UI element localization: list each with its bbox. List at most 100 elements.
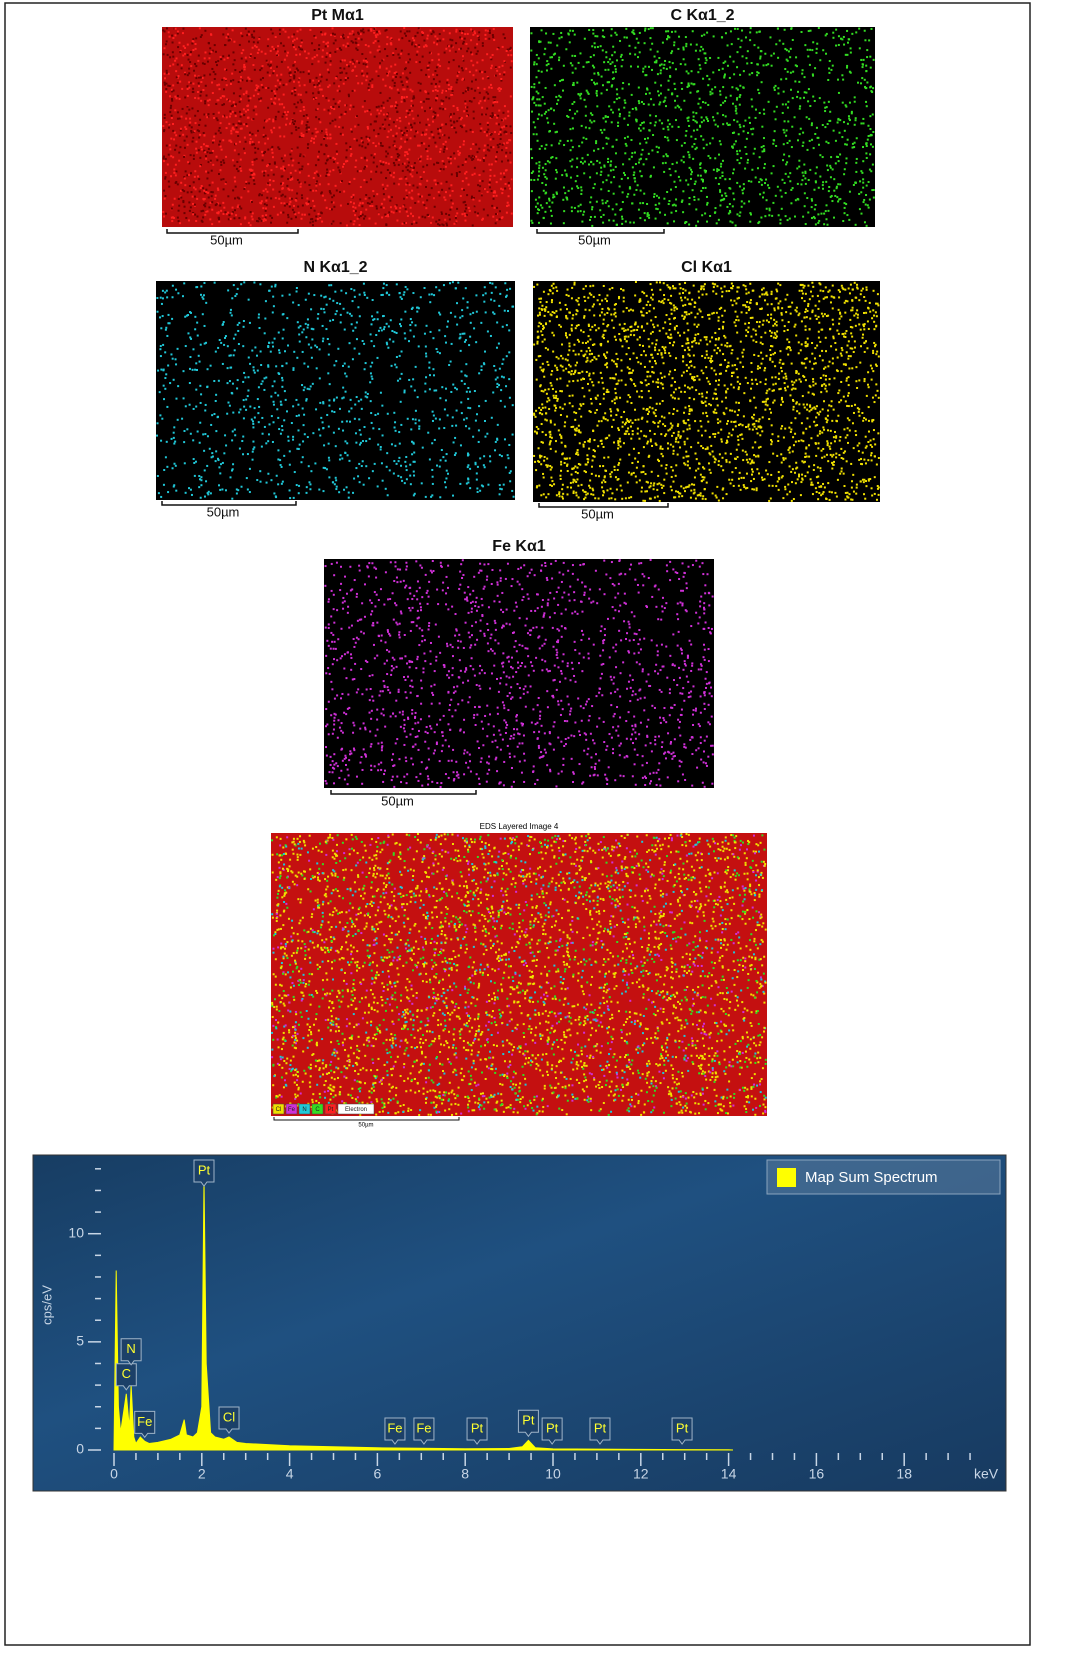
- map-dot: [772, 142, 775, 145]
- map-dot: [238, 120, 241, 123]
- map-dot: [739, 84, 742, 87]
- map-dot: [470, 39, 473, 42]
- map-dot: [576, 81, 579, 84]
- map-dot: [353, 347, 356, 350]
- map-dot: [455, 388, 458, 391]
- map-dot: [306, 197, 309, 200]
- map-dot: [288, 80, 291, 83]
- map-dot: [368, 197, 371, 200]
- map-dot: [347, 491, 350, 494]
- map-dot: [704, 61, 707, 64]
- map-dot: [301, 204, 304, 207]
- map-dot: [431, 59, 434, 62]
- map-dot: [254, 151, 257, 154]
- map-dot: [431, 482, 434, 485]
- map-dot: [367, 143, 370, 146]
- map-dot: [408, 340, 411, 343]
- map-dot: [278, 126, 281, 129]
- map-dot: [210, 33, 213, 36]
- map-dot: [320, 307, 323, 310]
- map-dot: [214, 400, 217, 403]
- map-dot: [489, 116, 492, 119]
- map-dot: [317, 91, 320, 94]
- map-dot: [372, 161, 375, 164]
- map-dot: [262, 189, 265, 192]
- map-dot: [168, 144, 171, 147]
- map-dot: [627, 83, 630, 86]
- map-dot: [194, 62, 197, 65]
- map-dot: [787, 50, 790, 53]
- map-dot: [302, 328, 305, 331]
- map-dot: [222, 178, 225, 181]
- map-dot: [434, 89, 437, 92]
- map-dot: [544, 176, 547, 179]
- map-dot: [430, 107, 433, 110]
- map-dot: [483, 300, 486, 303]
- map-dot: [332, 105, 335, 108]
- map-dot: [448, 214, 451, 217]
- map-dot: [604, 68, 607, 71]
- map-dot: [498, 453, 501, 456]
- map-dot: [837, 183, 840, 186]
- map-dot: [863, 221, 866, 224]
- map-dot: [764, 52, 767, 55]
- map-dot: [183, 462, 186, 465]
- map-dot: [451, 189, 454, 192]
- map-dot: [851, 142, 854, 145]
- map-dot: [161, 297, 164, 300]
- map-dot: [342, 33, 345, 36]
- map-dot: [860, 82, 863, 85]
- map-dot: [290, 197, 293, 200]
- map-dot: [409, 483, 412, 486]
- map-dot: [361, 460, 364, 463]
- map-dot: [255, 354, 258, 357]
- map-dot: [385, 67, 388, 70]
- map-dot: [406, 30, 409, 33]
- map-dot: [504, 130, 507, 133]
- map-dot: [320, 294, 323, 297]
- map-dot: [357, 37, 360, 40]
- map-dot: [705, 143, 708, 146]
- map-dot: [388, 146, 391, 149]
- map-dot: [866, 204, 869, 207]
- map-dot: [552, 196, 555, 199]
- map-dot: [302, 135, 305, 138]
- map-dot: [242, 453, 245, 456]
- map-dot: [755, 31, 758, 34]
- map-dot: [373, 195, 376, 198]
- map-dot: [444, 459, 447, 462]
- map-dot: [825, 140, 828, 143]
- map-dot: [248, 77, 251, 80]
- map-dot: [250, 171, 253, 174]
- map-dot: [361, 105, 364, 108]
- map-dot: [198, 136, 201, 139]
- map-dot: [835, 155, 838, 158]
- map-dot: [404, 176, 407, 179]
- map-dot: [423, 204, 426, 207]
- map-dot: [187, 58, 190, 61]
- map-dot: [326, 171, 329, 174]
- map-dot: [238, 197, 241, 200]
- map-dot: [167, 313, 170, 316]
- map-dot: [505, 385, 508, 388]
- map-dot: [294, 48, 297, 51]
- map-dot: [325, 303, 328, 306]
- map-dot: [717, 218, 720, 221]
- map-dot: [680, 108, 683, 111]
- map-dot: [323, 136, 326, 139]
- map-dot: [380, 206, 383, 209]
- map-dot: [736, 213, 739, 216]
- map-dot: [308, 79, 311, 82]
- map-dot: [576, 157, 579, 160]
- map-dot: [434, 82, 437, 85]
- map-dot: [313, 141, 316, 144]
- map-dot: [714, 177, 717, 180]
- map-dot: [646, 137, 649, 140]
- map-dot: [367, 83, 370, 86]
- map-dot: [227, 195, 230, 198]
- map-dot: [719, 199, 722, 202]
- map-dot: [281, 337, 284, 340]
- map-dot: [361, 82, 364, 85]
- map-dot: [637, 161, 640, 164]
- map-dot: [437, 223, 440, 226]
